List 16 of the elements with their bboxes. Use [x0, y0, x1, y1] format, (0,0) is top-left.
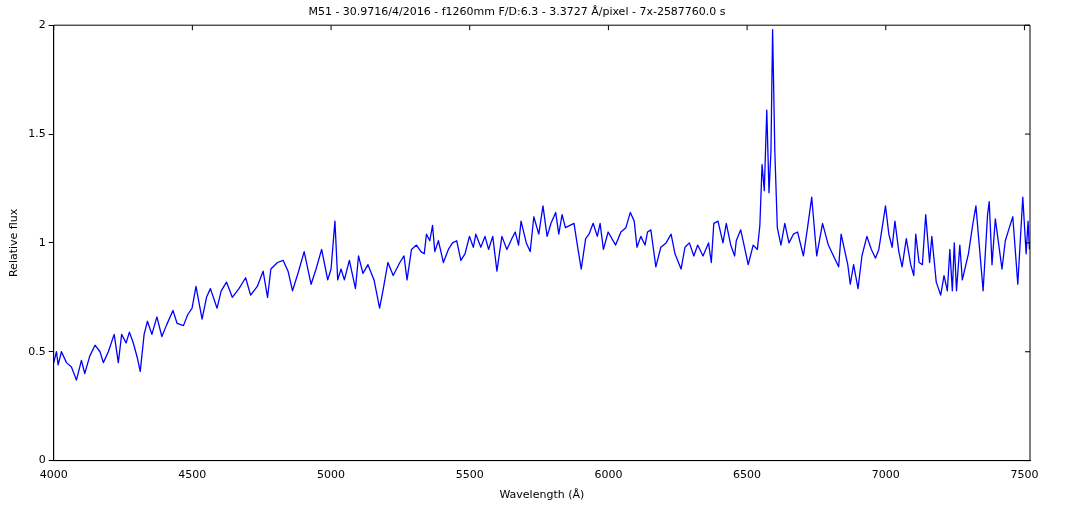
- y-tick-label: 0.5: [28, 344, 46, 358]
- x-tick-label: 6500: [733, 468, 762, 482]
- y-tick-label: 1: [38, 235, 46, 249]
- y-tick-label: 0: [38, 453, 46, 467]
- x-tick-label: 6000: [594, 468, 623, 482]
- x-tick-label: 4000: [39, 468, 68, 482]
- y-tick-label: 2: [38, 18, 46, 32]
- y-axis-title: Relative flux: [7, 208, 21, 278]
- x-tick-label: 5500: [455, 468, 484, 482]
- x-axis-title: Wavelength (Å): [499, 488, 585, 502]
- x-tick-label: 7000: [871, 468, 900, 482]
- x-tick-label: 5000: [317, 468, 346, 482]
- y-tick-label: 1.5: [28, 126, 46, 140]
- x-tick-label: 7500: [1010, 468, 1039, 482]
- x-tick-label: 4500: [178, 468, 207, 482]
- chart-title: M51 - 30.9716/4/2016 - f1260mm F/D:6.3 - 3.3727 Å/pixel - 7x-2587760.0 s: [308, 5, 726, 19]
